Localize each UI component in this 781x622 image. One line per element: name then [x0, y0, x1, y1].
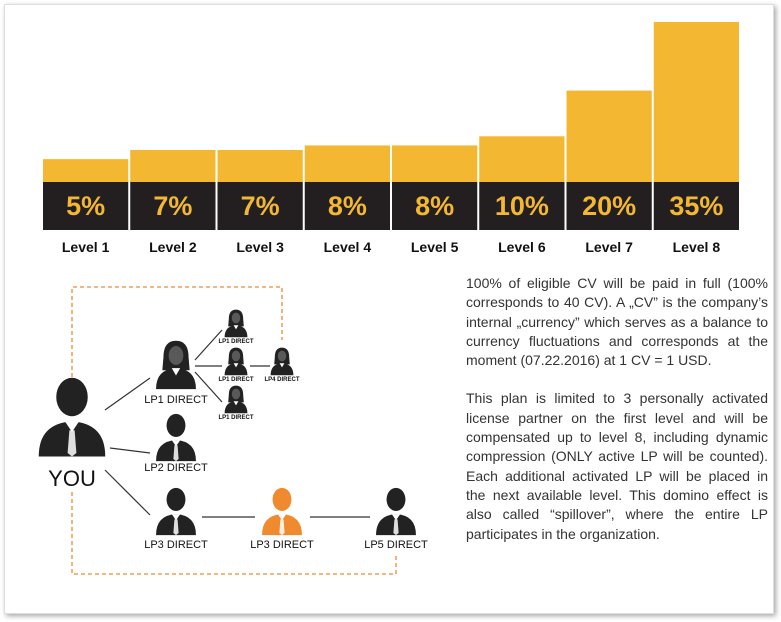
value-band — [566, 182, 652, 230]
paragraph: This plan is limited to 3 personally act… — [466, 390, 768, 542]
node-label: LP4 DIRECT — [264, 377, 299, 383]
person-icon — [156, 487, 196, 536]
person-icon — [224, 309, 248, 338]
person-icon — [156, 413, 196, 462]
value-label: 7% — [153, 191, 192, 221]
category-label: Level 4 — [324, 239, 372, 255]
bar — [479, 136, 565, 182]
value-label: 35% — [669, 191, 723, 221]
category-label: Level 3 — [236, 239, 284, 255]
person-icon — [224, 347, 248, 376]
node-label: LP5 DIRECT — [364, 539, 428, 551]
person-icon — [38, 377, 106, 457]
bar — [653, 22, 739, 182]
node-label: LP1 DIRECT — [218, 377, 253, 383]
dashed-line — [71, 492, 397, 575]
person-icon — [270, 347, 294, 376]
value-band — [217, 182, 303, 230]
value-band — [479, 182, 565, 230]
node-label: LP2 DIRECT — [144, 462, 208, 474]
bar — [217, 150, 303, 182]
value-band — [653, 182, 739, 230]
bar — [566, 90, 652, 182]
category-label: Level 2 — [149, 239, 197, 255]
link — [194, 329, 223, 361]
node-label: LP3 DIRECT — [144, 539, 208, 551]
link — [104, 469, 151, 516]
link — [104, 377, 151, 411]
category-label: Level 8 — [673, 239, 721, 255]
category-label: Level 5 — [411, 239, 459, 255]
paragraph: 100% of eligible CV will be paid in full… — [466, 275, 768, 369]
bar — [130, 150, 216, 182]
category-label: Level 6 — [498, 239, 546, 255]
value-label: 10% — [495, 191, 549, 221]
value-label: 20% — [582, 191, 636, 221]
person-icon — [376, 487, 416, 536]
person-icon — [224, 385, 248, 414]
category-label: Level 1 — [62, 239, 110, 255]
value-band — [392, 182, 478, 230]
link — [194, 371, 223, 403]
node-label: YOU — [48, 466, 96, 491]
node-label: LP3 DIRECT — [250, 539, 314, 551]
value-label: 8% — [415, 191, 454, 221]
person-icon — [156, 340, 196, 390]
value-band — [130, 182, 216, 230]
description: 100% of eligible CV will be paid in full… — [466, 274, 768, 563]
value-label: 7% — [241, 191, 280, 221]
value-band — [304, 182, 390, 230]
node-label: LP1 DIRECT — [218, 339, 253, 345]
bar — [304, 145, 390, 182]
links — [104, 329, 370, 518]
spillover-path — [71, 286, 397, 575]
value-band — [43, 182, 129, 230]
node-label: LP1 DIRECT — [218, 415, 253, 421]
person-icon — [262, 487, 302, 536]
node-label: LP1 DIRECT — [144, 394, 208, 406]
value-label: 8% — [328, 191, 367, 221]
category-label: Level 7 — [585, 239, 633, 255]
value-label: 5% — [66, 191, 105, 221]
bar — [43, 159, 129, 182]
link — [109, 447, 151, 454]
bar — [392, 145, 478, 182]
